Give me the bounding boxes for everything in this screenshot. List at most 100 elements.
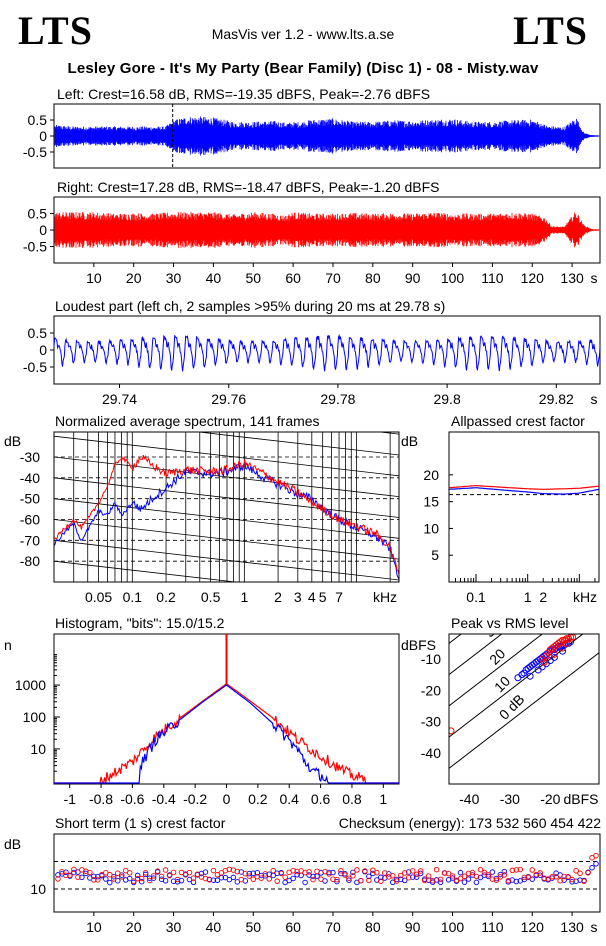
- short-term-crest-point: [330, 876, 336, 882]
- crest-factor-xtick-label: 0.1: [466, 589, 486, 605]
- spectrum-slope-line: [54, 560, 239, 582]
- short-term-crest-ylabel: dB: [4, 836, 21, 852]
- lts-logo-left: LTS: [18, 8, 93, 53]
- short-term-crest-point: [150, 873, 157, 879]
- short-term-crest-point: [71, 866, 77, 873]
- short-term-crest-point: [525, 874, 532, 881]
- short-term-crest-point: [186, 869, 193, 876]
- short-term-crest-point: [461, 873, 468, 879]
- spectrum-xtick-label: 0.5: [201, 589, 221, 605]
- short-term-crest-point: [318, 876, 324, 882]
- short-term-crest-point: [210, 867, 217, 874]
- short-term-crest-point: [310, 876, 316, 883]
- spectrum-slope-line: [54, 311, 399, 351]
- app-version: MasVis ver 1.2 - www.lts.a.se: [211, 26, 395, 42]
- histogram-ytick-label: 10: [30, 741, 46, 757]
- short-term-crest-point: [238, 876, 245, 883]
- left-waveform-ytick-label: -0.5: [23, 144, 47, 160]
- short-term-crest-xtick-label: 120: [521, 919, 545, 935]
- short-term-crest-point: [405, 874, 412, 881]
- short-term-crest-xtick-label: 130: [560, 919, 584, 935]
- short-term-crest-xtick-label: 30: [166, 919, 182, 935]
- left-waveform-ytick-label: 0: [39, 128, 47, 144]
- short-term-crest-point: [461, 879, 468, 885]
- crest-factor-frame: [448, 431, 600, 583]
- short-term-crest-title: Short term (1 s) crest factor: [55, 815, 226, 831]
- short-term-crest-point: [537, 872, 543, 878]
- short-term-crest-point: [366, 877, 372, 884]
- short-term-crest-point: [310, 873, 316, 880]
- crest-factor-ytick-label: 20: [423, 467, 439, 483]
- spectrum-slope-line: [54, 519, 399, 560]
- spectrum-xtick-label: 5: [319, 589, 327, 605]
- right-waveform-ytick-label: 0.5: [28, 206, 48, 222]
- short-term-crest-point: [521, 874, 528, 881]
- short-term-crest-point: [338, 867, 344, 874]
- spectrum-slope-line: [195, 432, 399, 456]
- short-term-crest-point: [138, 878, 145, 885]
- short-term-crest-point: [142, 871, 149, 878]
- short-term-crest-point: [115, 870, 121, 876]
- short-term-crest-point: [67, 872, 73, 878]
- short-term-crest-xtick-label: 10: [86, 919, 102, 935]
- histogram-left-line: [54, 684, 399, 784]
- peak-rms-crest-label: 20: [486, 645, 508, 667]
- short-term-crest-point: [119, 874, 125, 880]
- lts-logo-right: LTS: [513, 8, 588, 53]
- short-term-crest-point: [278, 870, 284, 877]
- spectrum-ytick-label: -80: [20, 553, 40, 569]
- short-term-crest-point: [397, 872, 404, 879]
- spectrum-ytick-label: -50: [20, 491, 40, 507]
- left-waveform-title: Left: Crest=16.58 dB, RMS=-19.35 dBFS, P…: [57, 86, 430, 102]
- short-term-crest-point: [210, 877, 217, 883]
- short-term-crest-point: [282, 874, 288, 880]
- short-term-crest-point: [254, 870, 261, 876]
- short-term-crest-point: [294, 871, 300, 878]
- short-term-crest-point: [122, 867, 129, 874]
- short-term-crest-point: [242, 870, 249, 877]
- short-term-crest-point: [545, 876, 551, 882]
- spectrum-ytick-label: -40: [20, 470, 40, 486]
- short-term-crest-point: [170, 869, 177, 876]
- spectrum-xtick-label: 0.2: [156, 589, 176, 605]
- short-term-crest-point: [290, 867, 296, 874]
- track-title: Lesley Gore - It's My Party (Bear Family…: [67, 60, 539, 77]
- short-term-crest-point: [87, 869, 93, 876]
- histogram-xtick-label: -0.6: [120, 791, 144, 807]
- short-term-crest-point: [246, 873, 253, 879]
- short-term-crest-point: [182, 872, 189, 878]
- peak-rms-crest-label: 10: [491, 673, 513, 695]
- short-term-crest-point: [501, 872, 508, 878]
- crest-factor-ytick-label: 15: [423, 494, 439, 510]
- short-term-crest-point: [350, 873, 356, 879]
- spectrum-ytick-label: -70: [20, 532, 40, 548]
- short-term-crest-point: [146, 877, 153, 884]
- short-term-crest-point: [565, 874, 571, 880]
- short-term-crest-xunit: s: [591, 919, 598, 935]
- short-term-crest-point: [378, 874, 384, 881]
- short-term-crest-point: [79, 874, 85, 881]
- peak-rms-xlabel: dBFS: [563, 791, 598, 807]
- short-term-crest-point: [150, 875, 157, 881]
- short-term-crest-xtick-label: 80: [365, 919, 381, 935]
- short-term-crest-point: [194, 871, 201, 878]
- short-term-crest-point: [230, 874, 237, 881]
- short-term-crest-point: [162, 878, 169, 884]
- short-term-crest-xtick-label: 70: [325, 919, 341, 935]
- peak-rms-crest-label: 0 dB: [496, 691, 528, 723]
- peak-rms-point: [565, 635, 573, 643]
- short-term-crest-point: [481, 869, 488, 876]
- short-term-crest-point: [262, 871, 268, 877]
- short-term-crest-point: [485, 872, 492, 878]
- short-term-crest-point: [71, 869, 77, 876]
- short-term-crest-point: [505, 877, 512, 884]
- short-term-crest-point: [497, 871, 504, 878]
- short-term-crest-point: [206, 876, 213, 883]
- short-term-crest-point: [401, 877, 408, 884]
- short-term-crest-point: [322, 868, 328, 875]
- peak-rms-crest-line: [449, 634, 584, 738]
- histogram-xtick-label: 0.4: [279, 791, 299, 807]
- right-waveform-xtick-label: 70: [325, 270, 341, 286]
- peak-rms-outlier-point: [449, 727, 455, 735]
- short-term-crest-point: [513, 867, 520, 873]
